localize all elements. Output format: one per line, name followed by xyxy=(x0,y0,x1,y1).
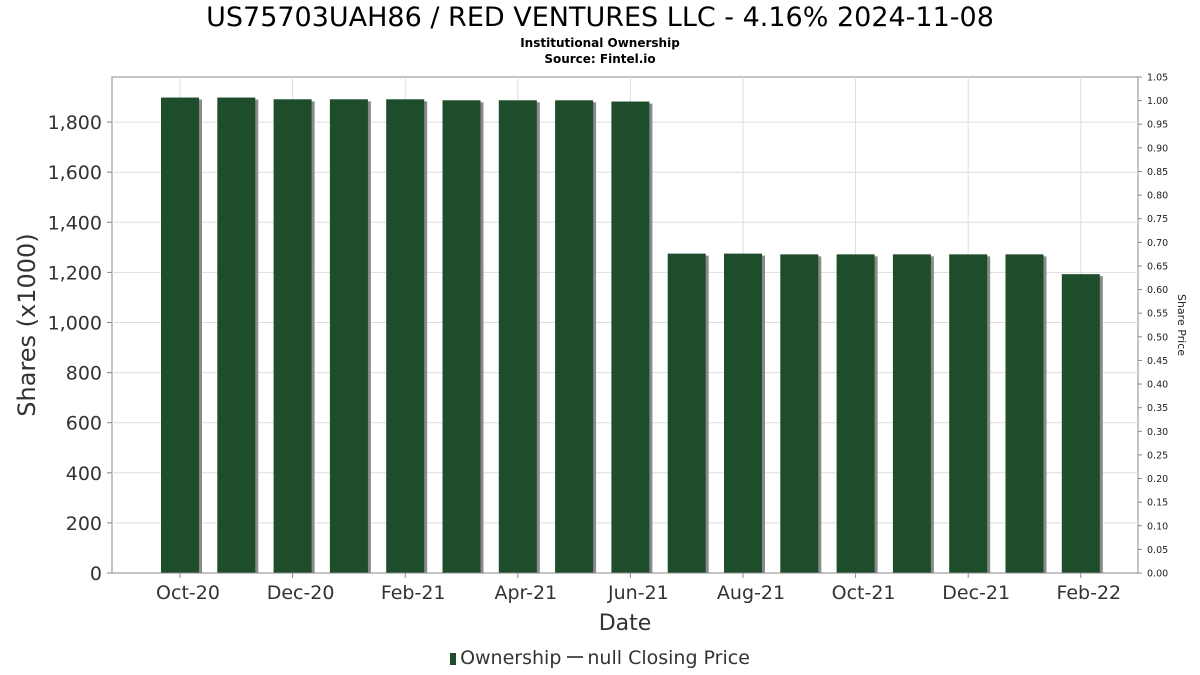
y2-tick-label: 0.30 xyxy=(1147,427,1168,438)
y-tick-label: 0 xyxy=(90,563,102,585)
ownership-legend-swatch xyxy=(450,653,457,665)
ownership-bar xyxy=(724,253,762,573)
chart-subtitle: Institutional Ownership xyxy=(520,36,680,50)
x-tick-label: Dec-21 xyxy=(942,582,1010,604)
ownership-bar xyxy=(1061,274,1100,573)
ownership-bar xyxy=(161,97,199,573)
y2-tick-label: 0.90 xyxy=(1147,143,1168,154)
x-tick-label: Oct-20 xyxy=(156,582,220,604)
ownership-bar xyxy=(611,101,650,573)
ownership-bar xyxy=(667,253,706,573)
y2-tick-label: 0.10 xyxy=(1147,521,1168,532)
y-tick-label: 1,800 xyxy=(48,112,102,134)
y2-axis-label: Share Price xyxy=(1175,294,1188,356)
y2-tick-label: 0.70 xyxy=(1147,238,1168,249)
ownership-bar xyxy=(555,100,594,573)
x-tick-label: Jun-21 xyxy=(607,582,669,604)
y2-tick-label: 0.45 xyxy=(1147,356,1168,367)
price-legend-line xyxy=(567,656,584,658)
y2-tick-label: 0.55 xyxy=(1147,309,1168,320)
y-tick-label: 1,000 xyxy=(48,312,102,334)
chart-source: Source: Fintel.io xyxy=(544,52,656,66)
ownership-bar xyxy=(217,97,256,573)
y2-tick-label: 1.05 xyxy=(1147,73,1168,84)
x-tick-label: Dec-20 xyxy=(267,582,335,604)
y2-tick-label: 0.25 xyxy=(1147,450,1168,461)
ownership-bar xyxy=(442,100,481,573)
x-tick-label: Feb-22 xyxy=(1056,582,1121,604)
ownership-bar xyxy=(780,254,819,573)
y2-tick-label: 0.35 xyxy=(1147,403,1168,414)
y2-tick-label: 0.15 xyxy=(1147,498,1168,509)
y2-tick-label: 0.00 xyxy=(1147,569,1168,580)
ownership-bar xyxy=(386,99,425,573)
x-tick-label: Oct-21 xyxy=(832,582,896,604)
ownership-bar xyxy=(892,254,931,573)
y-tick-label: 1,400 xyxy=(48,212,102,234)
x-axis-label: Date xyxy=(599,611,652,636)
y-tick-label: 600 xyxy=(66,413,102,435)
x-tick-label: Aug-21 xyxy=(717,582,785,604)
y-tick-label: 200 xyxy=(66,513,102,535)
x-tick-label: Feb-21 xyxy=(381,582,446,604)
ownership-bar xyxy=(329,99,368,573)
legend-ownership-label: Ownership xyxy=(460,647,562,669)
ownership-bar xyxy=(273,99,312,573)
y-tick-label: 1,200 xyxy=(48,262,102,284)
y2-tick-label: 0.40 xyxy=(1147,380,1168,391)
y2-tick-label: 0.75 xyxy=(1147,214,1168,225)
y2-tick-label: 0.80 xyxy=(1147,191,1168,202)
ownership-bar xyxy=(949,254,988,573)
legend-price-label: null Closing Price xyxy=(587,647,750,669)
y-tick-label: 800 xyxy=(66,363,102,385)
y2-tick-label: 1.00 xyxy=(1147,96,1168,107)
y-tick-label: 400 xyxy=(66,463,102,485)
y2-tick-label: 0.65 xyxy=(1147,261,1168,272)
y2-tick-label: 0.85 xyxy=(1147,167,1168,178)
y2-tick-label: 0.50 xyxy=(1147,332,1168,343)
ownership-bar xyxy=(1005,254,1044,573)
y-axis-label: Shares (x1000) xyxy=(13,233,41,416)
chart-title: US75703UAH86 / RED VENTURES LLC - 4.16% … xyxy=(206,2,994,33)
legend: Ownership null Closing Price xyxy=(0,647,1200,669)
y2-tick-label: 0.60 xyxy=(1147,285,1168,296)
x-tick-label: Apr-21 xyxy=(494,582,557,604)
y2-tick-label: 0.05 xyxy=(1147,545,1168,556)
ownership-bar xyxy=(836,254,875,573)
y-tick-label: 1,600 xyxy=(48,162,102,184)
y2-tick-label: 0.95 xyxy=(1147,120,1168,131)
y2-tick-label: 0.20 xyxy=(1147,474,1168,485)
ownership-bar xyxy=(498,100,537,573)
